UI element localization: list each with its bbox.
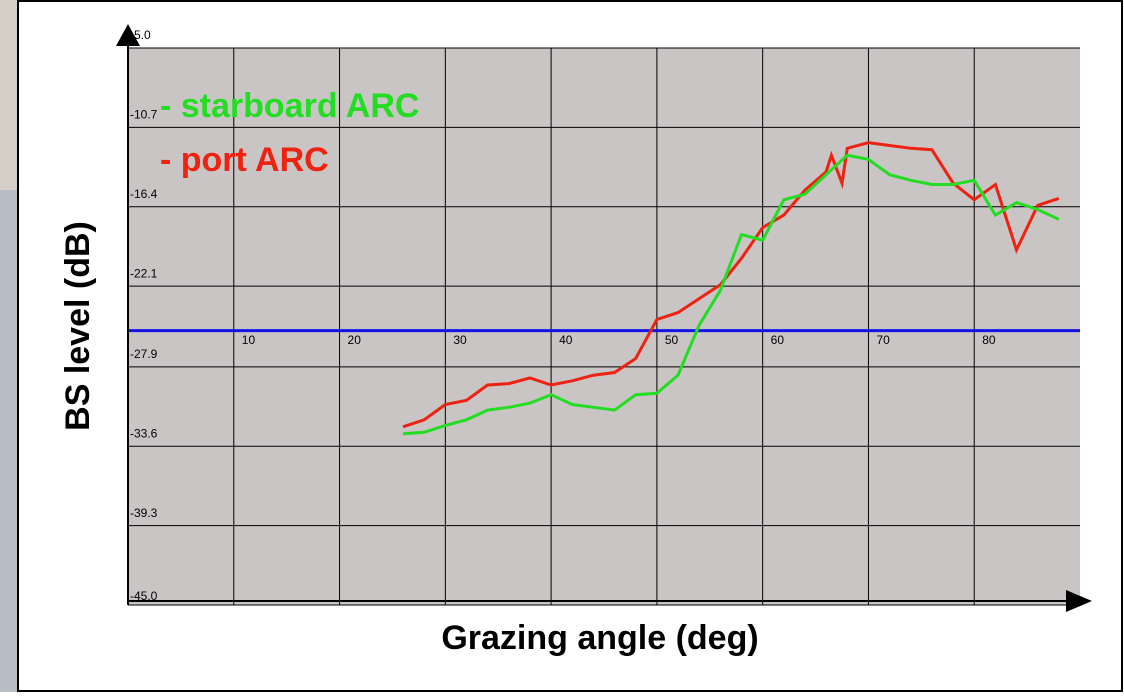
y-tick-label: -39.3 xyxy=(130,506,158,520)
x-tick-label: 80 xyxy=(982,333,996,347)
legend-label: - starboard ARC xyxy=(160,87,419,125)
y-tick-label: -33.6 xyxy=(130,426,158,440)
y-tick-label: -10.7 xyxy=(130,108,158,122)
legend-label: - port ARC xyxy=(160,141,329,179)
x-axis-title: Grazing angle (deg) xyxy=(441,619,758,657)
x-tick-label: 50 xyxy=(665,333,679,347)
y-tick-label: -27.9 xyxy=(130,347,158,361)
chart: -45.0-39.3-33.6-27.9-22.1-16.4-10.7-5.01… xyxy=(0,0,1124,692)
x-tick-label: 60 xyxy=(771,333,785,347)
y-tick-label: -22.1 xyxy=(130,266,158,280)
x-tick-label: 40 xyxy=(559,333,573,347)
x-tick-label: 20 xyxy=(348,333,362,347)
x-tick-label: 10 xyxy=(242,333,256,347)
background-window xyxy=(0,0,18,190)
y-tick-label: -16.4 xyxy=(130,187,158,201)
x-tick-label: 30 xyxy=(453,333,467,347)
x-tick-label: 70 xyxy=(876,333,890,347)
plot-area xyxy=(128,48,1080,605)
page: -45.0-39.3-33.6-27.9-22.1-16.4-10.7-5.01… xyxy=(0,0,1124,692)
y-axis-title: BS level (dB) xyxy=(59,221,97,431)
